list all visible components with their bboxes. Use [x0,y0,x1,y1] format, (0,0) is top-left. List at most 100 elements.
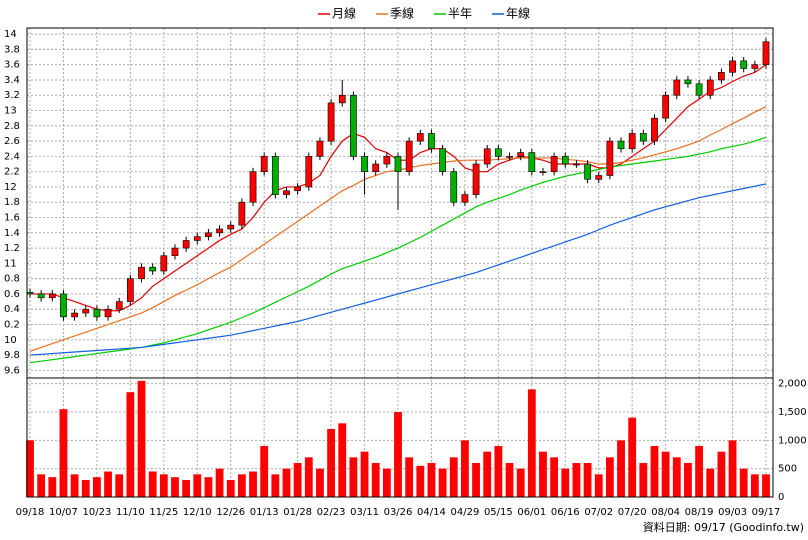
volume-bar [394,412,402,497]
candle-body [149,266,157,272]
x-tick-label: 07/20 [618,507,647,518]
volume-bar [193,474,202,497]
y-tick-label: 12 [4,182,17,193]
candle-body [506,156,513,158]
candle-body [628,133,636,150]
candle-body [472,163,480,195]
ma-line [29,136,767,364]
volume-bar [449,457,458,497]
candle-body [405,140,413,172]
x-tick-label: 03/26 [384,507,413,518]
candle-body [517,152,525,157]
volume-bar [48,477,57,497]
candle-body [182,240,190,249]
x-tick-label: 04/14 [417,507,446,518]
volume-bar [405,457,414,497]
x-tick-label: 08/19 [685,507,714,518]
x-tick-label: 06/16 [551,507,580,518]
y-tick-label: 3.2 [4,90,20,101]
volume-bar [226,480,235,497]
legend-label: 半年 [448,7,472,21]
candle-body [294,186,302,192]
candle-body [718,72,725,81]
x-tick-label: 09/17 [752,507,781,518]
x-tick-label: 06/01 [517,507,546,518]
candle-body [595,175,603,180]
candle-body [684,79,692,85]
candle-body [662,94,670,119]
candle-body [394,156,402,172]
candle-body [26,292,34,295]
candle-body [283,190,290,195]
volume-bar [438,468,447,497]
candle-body [93,308,101,318]
candle-body [439,148,446,172]
y-tick-label: 2.2 [4,167,20,178]
candle-body [428,133,435,150]
volume-bar [472,463,480,497]
candle-body [461,194,469,203]
candle-body [606,140,614,176]
volume-frame [26,377,774,498]
y-tick-label: 1.2 [4,243,20,254]
y-tick-label: 10 [4,335,17,346]
volume-bar [304,457,313,497]
candle-body [138,266,145,279]
volume-bar [461,440,469,497]
y-tick-label: 0.6 [4,289,20,300]
candle-body [60,293,67,318]
candle-body [361,156,368,172]
candle-body [71,312,78,318]
candle-body [651,117,658,142]
candle-body [383,156,391,165]
ma-line [29,183,767,356]
candle-body [372,163,380,172]
volume-bar [750,474,759,497]
volume-bar [182,480,191,497]
volume-bar [695,446,703,497]
volume-bar [115,474,124,497]
y-tick-label: 0.2 [4,320,20,331]
candle-body [48,293,56,299]
y-tick-label: 3.4 [4,75,20,86]
x-tick-label: 12/26 [216,507,245,518]
candle-body [751,64,759,69]
candle-body [450,171,458,203]
y-tick-label: 1.4 [4,228,20,239]
volume-bar [427,463,436,497]
candle-body [271,156,279,195]
volume-bar [605,457,614,497]
volume-bar [26,440,34,497]
candle-body [729,60,736,73]
y2-tick-label: 500 [778,464,797,475]
volume-bar [717,451,726,497]
candle-body [706,79,714,96]
candle-body [104,308,112,318]
volume-bar [327,429,335,497]
volume-bar [338,423,347,497]
candle-body [338,94,346,104]
candle-body [740,60,748,69]
y-tick-label: 3.8 [4,44,20,55]
legend-label: 季線 [390,6,414,21]
volume-bar [572,463,581,497]
volume-bar [594,474,603,497]
y-tick-label: 14 [4,29,17,40]
candle-body [238,201,246,226]
candle-body [115,301,123,310]
x-tick-label: 02/23 [317,507,346,518]
volume-bar [539,451,547,497]
volume-bar [527,389,536,497]
candle-body [695,83,703,96]
x-tick-label: 11/25 [149,507,178,518]
volume-bar [672,457,681,497]
candle-body [539,171,547,173]
volume-bar [271,474,280,497]
candle-body [416,133,424,142]
volume-bar [583,463,592,497]
candle-body [550,156,558,172]
candle-body [350,94,357,157]
y2-tick-label: 1,500 [778,407,807,418]
x-tick-label: 10/07 [49,507,78,518]
